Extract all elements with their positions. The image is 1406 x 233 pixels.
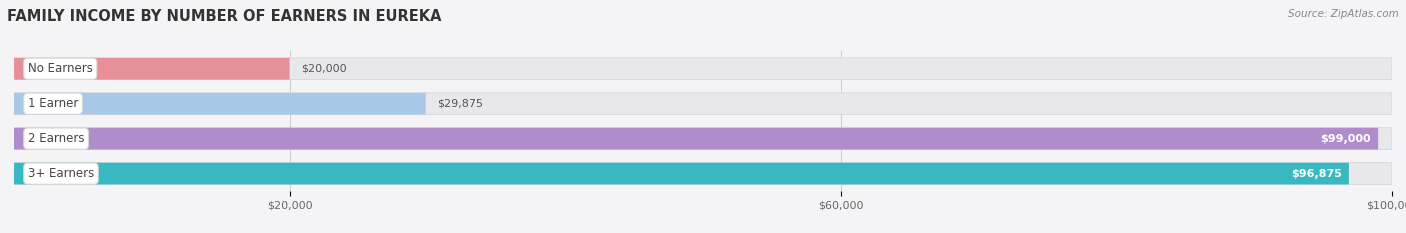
Text: 3+ Earners: 3+ Earners — [28, 167, 94, 180]
FancyBboxPatch shape — [14, 163, 1348, 185]
FancyBboxPatch shape — [14, 128, 1392, 150]
Text: FAMILY INCOME BY NUMBER OF EARNERS IN EUREKA: FAMILY INCOME BY NUMBER OF EARNERS IN EU… — [7, 9, 441, 24]
Text: $99,000: $99,000 — [1320, 134, 1371, 144]
Text: $96,875: $96,875 — [1291, 169, 1341, 178]
Text: $20,000: $20,000 — [301, 64, 346, 74]
FancyBboxPatch shape — [14, 128, 1378, 150]
Text: No Earners: No Earners — [28, 62, 93, 75]
Text: 1 Earner: 1 Earner — [28, 97, 79, 110]
Text: 2 Earners: 2 Earners — [28, 132, 84, 145]
FancyBboxPatch shape — [14, 58, 1392, 80]
FancyBboxPatch shape — [14, 93, 426, 115]
FancyBboxPatch shape — [14, 93, 1392, 115]
Text: Source: ZipAtlas.com: Source: ZipAtlas.com — [1288, 9, 1399, 19]
Text: $29,875: $29,875 — [437, 99, 482, 109]
FancyBboxPatch shape — [14, 163, 1392, 185]
FancyBboxPatch shape — [14, 58, 290, 80]
